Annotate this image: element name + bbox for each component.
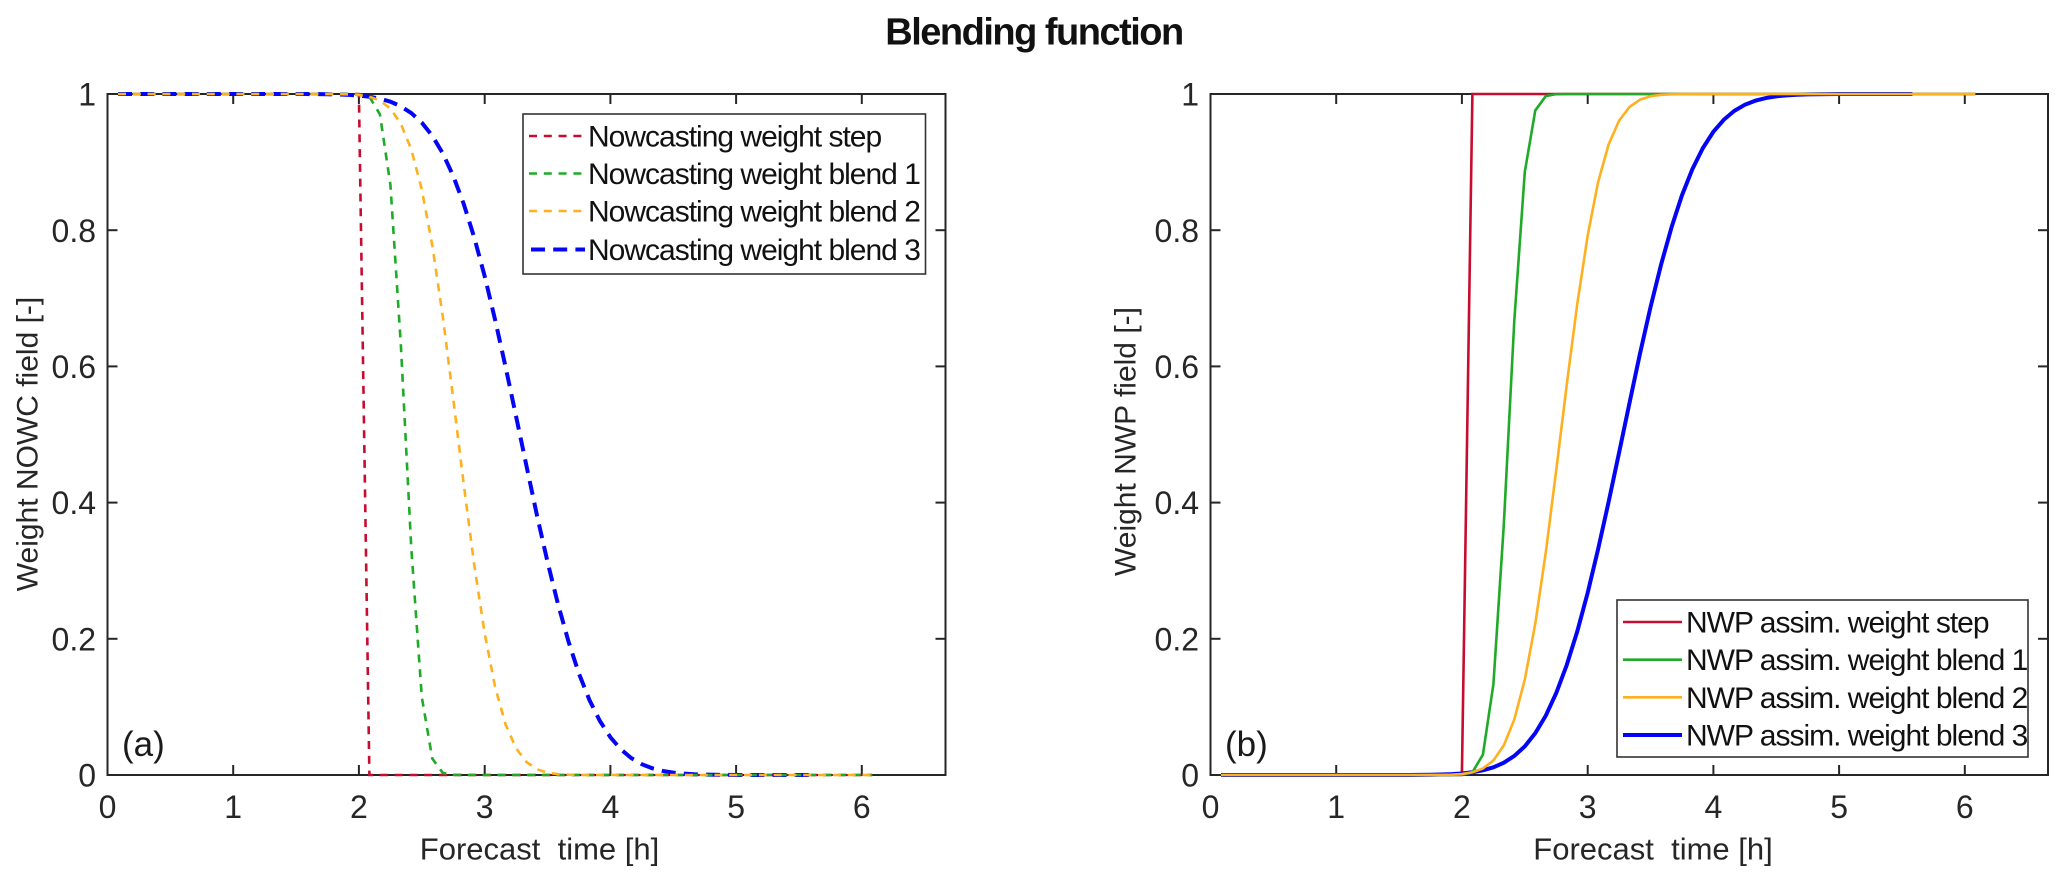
svg-text:0: 0 [78, 758, 96, 794]
svg-text:5: 5 [1830, 789, 1848, 825]
svg-text:6: 6 [1956, 789, 1974, 825]
svg-text:NWP assim. weight step: NWP assim. weight step [1686, 607, 1989, 640]
svg-text:4: 4 [1705, 789, 1723, 825]
svg-text:Forecast time [h]: Forecast time [h] [420, 832, 659, 867]
svg-text:NWP assim. weight blend 2: NWP assim. weight blend 2 [1686, 682, 2028, 715]
svg-text:1: 1 [1327, 789, 1345, 825]
svg-text:(b): (b) [1225, 725, 1268, 764]
svg-text:0.4: 0.4 [1155, 485, 1199, 521]
svg-text:Blending function: Blending function [885, 12, 1182, 54]
svg-text:2: 2 [1453, 789, 1471, 825]
svg-text:NWP assim. weight blend 3: NWP assim. weight blend 3 [1686, 720, 2028, 753]
svg-text:2: 2 [350, 789, 368, 825]
svg-text:0: 0 [1181, 758, 1199, 794]
svg-text:4: 4 [602, 789, 620, 825]
svg-text:3: 3 [476, 789, 494, 825]
svg-text:3: 3 [1579, 789, 1597, 825]
svg-text:0.4: 0.4 [52, 485, 96, 521]
svg-text:0.8: 0.8 [52, 213, 96, 249]
svg-text:Nowcasting weight blend 2: Nowcasting weight blend 2 [588, 196, 920, 229]
svg-text:0: 0 [99, 789, 117, 825]
svg-text:Nowcasting weight step: Nowcasting weight step [588, 121, 881, 154]
svg-text:1: 1 [78, 77, 96, 113]
svg-text:5: 5 [727, 789, 745, 825]
svg-text:0.2: 0.2 [52, 621, 96, 657]
svg-text:0: 0 [1202, 789, 1220, 825]
svg-text:0.2: 0.2 [1155, 621, 1199, 657]
svg-text:Forecast time [h]: Forecast time [h] [1533, 832, 1772, 867]
svg-text:NWP assim. weight blend 1: NWP assim. weight blend 1 [1686, 644, 2028, 677]
svg-text:Weight NOWC field [-]: Weight NOWC field [-] [12, 297, 45, 592]
svg-text:Nowcasting weight blend 3: Nowcasting weight blend 3 [588, 234, 920, 267]
svg-text:1: 1 [224, 789, 242, 825]
svg-text:Nowcasting weight blend 1: Nowcasting weight blend 1 [588, 158, 920, 191]
svg-text:Weight NWP field [-]: Weight NWP field [-] [1110, 307, 1143, 576]
svg-text:0.6: 0.6 [1155, 349, 1199, 385]
svg-text:1: 1 [1181, 77, 1199, 113]
svg-text:0.6: 0.6 [52, 349, 96, 385]
svg-text:0.8: 0.8 [1155, 213, 1199, 249]
svg-text:6: 6 [853, 789, 871, 825]
svg-text:(a): (a) [122, 725, 165, 764]
